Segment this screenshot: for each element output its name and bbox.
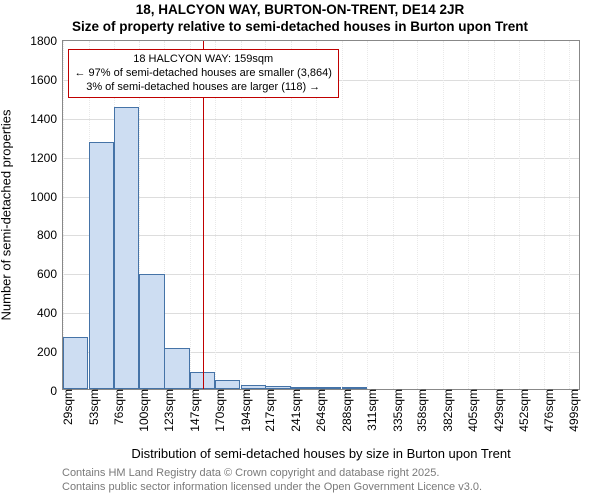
- x-tick-label: 429sqm: [488, 389, 506, 432]
- annotation-line: ← 97% of semi-detached houses are smalle…: [75, 67, 332, 81]
- gridline-v: [468, 41, 469, 389]
- histogram-bar: [164, 348, 189, 389]
- x-tick-label: 476sqm: [538, 389, 556, 432]
- x-tick-label: 499sqm: [563, 389, 581, 432]
- y-axis-title: Number of semi-detached properties: [0, 110, 14, 321]
- histogram-bar: [265, 386, 290, 389]
- histogram-bar: [291, 387, 316, 389]
- footer-attribution: Contains HM Land Registry data © Crown c…: [62, 466, 482, 495]
- y-tick-label: 1000: [30, 190, 63, 204]
- histogram-bar: [342, 387, 367, 389]
- footer-line1: Contains HM Land Registry data © Crown c…: [62, 466, 482, 480]
- x-tick-label: 264sqm: [310, 389, 328, 432]
- annotation-line: 18 HALCYON WAY: 159sqm: [75, 53, 332, 67]
- x-tick-label: 405sqm: [462, 389, 480, 432]
- x-tick-label: 100sqm: [133, 389, 151, 432]
- x-tick-label: 311sqm: [361, 389, 379, 431]
- x-tick-label: 217sqm: [259, 389, 277, 432]
- gridline-v: [342, 41, 343, 389]
- y-tick-label: 800: [37, 228, 63, 242]
- footer-line2: Contains public sector information licen…: [62, 480, 482, 494]
- y-tick-label: 600: [37, 267, 63, 281]
- histogram-bar: [63, 337, 88, 389]
- chart-title-line2: Size of property relative to semi-detach…: [0, 19, 600, 36]
- x-tick-label: 288sqm: [336, 389, 354, 432]
- y-tick-label: 1600: [30, 73, 63, 87]
- y-tick-label: 1400: [30, 112, 63, 126]
- x-tick-label: 382sqm: [437, 389, 455, 432]
- histogram-bar: [114, 107, 139, 389]
- gridline-v: [367, 41, 368, 389]
- annotation-box: 18 HALCYON WAY: 159sqm← 97% of semi-deta…: [68, 49, 339, 98]
- x-tick-label: 123sqm: [158, 389, 176, 432]
- x-tick-label: 147sqm: [184, 389, 202, 432]
- y-tick-label: 400: [37, 306, 63, 320]
- x-axis-title: Distribution of semi-detached houses by …: [62, 446, 580, 461]
- x-tick-label: 170sqm: [209, 389, 227, 432]
- gridline-v: [393, 41, 394, 389]
- chart-title-line1: 18, HALCYON WAY, BURTON-ON-TRENT, DE14 2…: [0, 2, 600, 19]
- annotation-line: 3% of semi-detached houses are larger (1…: [75, 81, 332, 95]
- gridline-v: [569, 41, 570, 389]
- x-tick-label: 76sqm: [108, 389, 126, 425]
- x-tick-label: 335sqm: [387, 389, 405, 432]
- gridline-v: [494, 41, 495, 389]
- gridline-v: [519, 41, 520, 389]
- x-tick-label: 29sqm: [57, 389, 75, 425]
- histogram-bar: [215, 380, 240, 389]
- chart-title: 18, HALCYON WAY, BURTON-ON-TRENT, DE14 2…: [0, 2, 600, 36]
- x-tick-label: 358sqm: [411, 389, 429, 432]
- x-tick-label: 194sqm: [235, 389, 253, 432]
- y-tick-label: 200: [37, 345, 63, 359]
- x-tick-label: 53sqm: [83, 389, 101, 425]
- figure-root: { "layout": { "figure_width": 600, "figu…: [0, 0, 600, 500]
- gridline-v: [417, 41, 418, 389]
- histogram-bar: [139, 274, 164, 389]
- gridline-v: [544, 41, 545, 389]
- histogram-bar: [241, 385, 266, 389]
- histogram-bar: [89, 142, 114, 389]
- y-tick-label: 1800: [30, 34, 63, 48]
- gridline-v: [443, 41, 444, 389]
- x-tick-label: 452sqm: [513, 389, 531, 432]
- plot-area: 02004006008001000120014001600180029sqm53…: [62, 40, 580, 390]
- x-tick-label: 241sqm: [285, 389, 303, 432]
- y-tick-label: 1200: [30, 151, 63, 165]
- histogram-bar: [316, 387, 341, 389]
